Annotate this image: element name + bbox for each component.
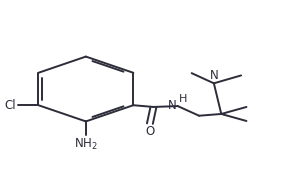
Text: NH$_2$: NH$_2$: [74, 137, 98, 152]
Text: N: N: [210, 69, 218, 82]
Text: N: N: [168, 99, 177, 112]
Text: Cl: Cl: [4, 99, 16, 112]
Text: H: H: [179, 94, 187, 104]
Text: O: O: [145, 125, 155, 138]
